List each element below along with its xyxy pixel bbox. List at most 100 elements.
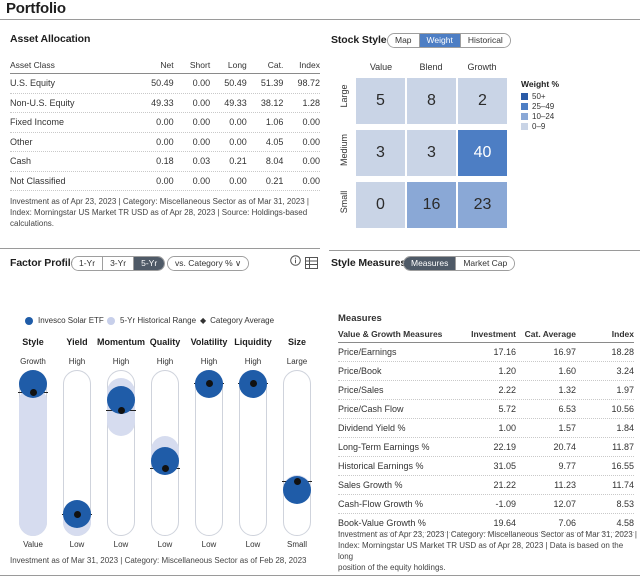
table-header-row: Asset Class Net Short Long Cat. Index — [10, 60, 320, 74]
factor-name: Size — [287, 337, 306, 347]
footnote-line: Index: Morningstar US Market TR USD as o… — [338, 541, 624, 561]
tab-5yr[interactable]: 5-Yr — [134, 257, 165, 270]
compare-dropdown[interactable]: vs. Category % ∨ — [167, 256, 250, 271]
table-row: Price/Sales 2.22 1.32 1.97 — [338, 381, 634, 400]
factor-bottom-label: Low — [69, 540, 85, 549]
cell-investment: 1.20 — [498, 366, 516, 376]
measure-label: Long-Term Earnings % — [338, 442, 430, 452]
cell-net: 0.18 — [156, 156, 174, 167]
style-cell: 8 — [407, 78, 456, 124]
table-row: Price/Book 1.20 1.60 3.24 — [338, 362, 634, 381]
cell-investment: 2.22 — [498, 385, 516, 395]
tab-weight[interactable]: Weight — [419, 34, 461, 47]
cell-cat-average: 1.60 — [558, 366, 576, 376]
measure-label: Price/Cash Flow — [338, 404, 404, 414]
table-row: Price/Earnings 17.16 16.97 18.28 — [338, 343, 634, 362]
style-cell: 40 — [458, 130, 507, 176]
tab-measures[interactable]: Measures — [404, 257, 457, 270]
asset-class-label: Fixed Income — [10, 117, 65, 128]
tab-historical[interactable]: Historical — [460, 34, 510, 47]
factor-bottom-label: Low — [113, 540, 129, 549]
tab-map[interactable]: Map — [388, 34, 420, 47]
bottom-divider — [0, 575, 640, 576]
asset-class-label: Non-U.S. Equity — [10, 97, 75, 108]
table-row: U.S. Equity 50.49 0.00 50.49 51.39 98.72 — [10, 74, 320, 94]
cell-index: 3.24 — [616, 366, 634, 376]
tab-3yr[interactable]: 3-Yr — [103, 257, 135, 270]
asset-allocation-table: Asset Class Net Short Long Cat. Index U.… — [10, 60, 320, 191]
category-average-dot — [73, 511, 81, 519]
table-header-row: Value & Growth Measures Investment Cat. … — [338, 329, 634, 343]
cell-index: 0.00 — [302, 117, 320, 128]
style-cell: 2 — [458, 78, 507, 124]
cell-index: 8.53 — [616, 499, 634, 509]
style-col-blend: Blend — [419, 62, 443, 72]
factor-name: Volatility — [190, 337, 228, 347]
factor-top-label: High — [200, 357, 218, 366]
cell-long: 0.00 — [229, 175, 247, 186]
weight-legend-item: 10–24 — [521, 112, 554, 121]
cell-index: 4.58 — [616, 518, 634, 528]
style-cell: 23 — [458, 182, 507, 228]
tab-market-cap[interactable]: Market Cap — [456, 257, 515, 270]
style-cell: 16 — [407, 182, 456, 228]
style-cell: 3 — [407, 130, 456, 176]
cell-long: 0.21 — [229, 156, 247, 167]
asset-allocation-title: Asset Allocation — [10, 33, 91, 45]
category-average-dot — [249, 380, 257, 388]
category-average-dot — [161, 464, 169, 472]
cell-cat-average: 9.77 — [558, 461, 576, 471]
cell-long: 0.00 — [229, 136, 247, 147]
cell-cat: 38.12 — [260, 97, 284, 108]
category-average-dot — [205, 380, 213, 388]
cell-cat-average: 6.53 — [558, 404, 576, 414]
factor-name: Style — [22, 337, 44, 347]
table-icon[interactable] — [305, 257, 318, 272]
cell-net: 0.00 — [156, 117, 174, 128]
cell-net: 50.49 — [151, 78, 174, 89]
cell-cat: 1.06 — [265, 117, 284, 128]
style-cell: 3 — [356, 130, 405, 176]
style-col-growth: Growth — [467, 62, 497, 72]
style-measures-table: Measures Value & Growth Measures Investm… — [338, 313, 634, 533]
footnote-line: Investment as of Apr 23, 2023 | Category… — [10, 197, 309, 206]
cell-short: 0.00 — [192, 117, 211, 128]
compare-dropdown-label[interactable]: vs. Category % ∨ — [168, 257, 249, 270]
factor-top-label: High — [68, 357, 86, 366]
footnote-line: Index: Morningstar US Market TR USD as o… — [10, 208, 308, 217]
col-header: Short — [189, 60, 211, 70]
cell-cat-average: 11.23 — [554, 480, 576, 490]
factor-track — [283, 370, 311, 536]
section-divider — [0, 248, 320, 249]
cell-investment: 1.00 — [498, 423, 516, 433]
asset-class-label: Not Classified — [10, 175, 66, 186]
asset-class-label: Cash — [10, 156, 32, 167]
cell-index: 18.28 — [611, 347, 634, 357]
cell-cat-average: 16.97 — [553, 347, 576, 357]
cell-short: 0.00 — [192, 175, 211, 186]
col-header: Investment — [471, 329, 516, 339]
factor-name: Yield — [66, 337, 88, 347]
table-row: Fixed Income 0.00 0.00 0.00 1.06 0.00 — [10, 113, 320, 133]
cell-index: 1.28 — [302, 97, 320, 108]
section-divider — [329, 250, 640, 251]
factor-bottom-label: Value — [23, 540, 43, 549]
factor-bottom-label: Low — [157, 540, 173, 549]
category-average-dot — [29, 388, 37, 396]
stock-style-title: Stock Style — [331, 34, 387, 46]
cell-index: 11.74 — [612, 480, 634, 490]
factor-bottom-label: Low — [201, 540, 217, 549]
cell-short: 0.00 — [192, 78, 211, 89]
cell-cat: 51.39 — [260, 78, 284, 89]
info-icon[interactable] — [290, 255, 301, 269]
measures-table-title: Measures — [338, 313, 382, 324]
cell-cat-average: 7.06 — [558, 518, 576, 528]
cell-cat: 0.21 — [265, 175, 284, 186]
tab-1yr[interactable]: 1-Yr — [72, 257, 104, 270]
table-row: Cash 0.18 0.03 0.21 8.04 0.00 — [10, 152, 320, 172]
cell-index: 0.00 — [302, 175, 320, 186]
asset-class-label: U.S. Equity — [10, 78, 56, 89]
cell-short: 0.03 — [192, 156, 211, 167]
weight-legend-item: 0–9 — [521, 122, 545, 131]
cell-cat-average: 20.74 — [553, 442, 576, 452]
